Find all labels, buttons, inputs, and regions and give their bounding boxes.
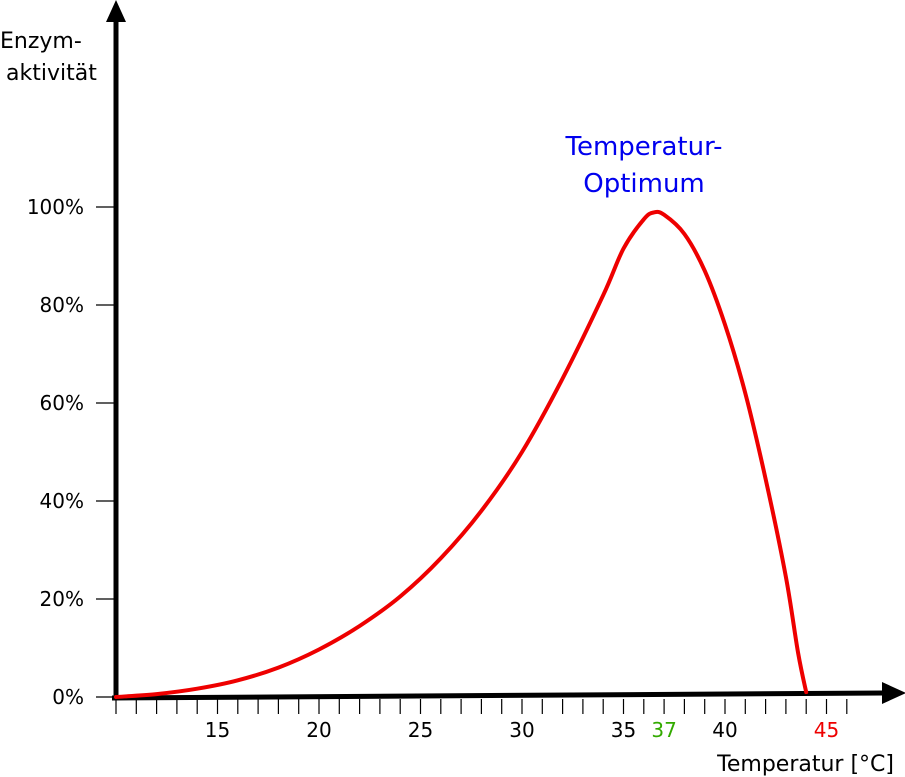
y-axis-title-line-1: Enzym- [0, 29, 82, 54]
annotation-line-1: Temperatur- [565, 132, 723, 162]
x-axis-line [111, 690, 885, 701]
x-tick-label: 35 [611, 718, 636, 742]
y-axis-title-line-2: aktivität [6, 61, 97, 86]
x-axis-title: Temperatur [°C] [716, 752, 894, 777]
x-tick-label: 20 [306, 718, 331, 742]
y-axis-arrow [106, 0, 126, 22]
y-tick-label: 40% [40, 489, 84, 513]
x-tick-label: 25 [408, 718, 433, 742]
y-tick-label: 80% [40, 293, 84, 317]
x-tick-label: 15 [205, 718, 230, 742]
x-tick-label: 45 [814, 718, 839, 742]
annotation-line-2: Optimum [583, 169, 705, 199]
series-line-enzyme-activity [114, 209, 809, 699]
x-ticks: 15 20 25 30 35 37 40 45 [205, 718, 839, 742]
y-ticks: 0% 20% 40% 60% 80% 100% [27, 195, 116, 709]
y-tick-label: 20% [40, 587, 84, 611]
x-tick-label: 40 [712, 718, 737, 742]
x-tick-label: 30 [509, 718, 534, 742]
y-tick-label: 100% [27, 195, 84, 219]
y-tick-label: 0% [52, 685, 84, 709]
x-minor-ticks [115, 699, 848, 714]
x-axis-arrow [882, 682, 905, 704]
y-tick-label: 60% [40, 391, 84, 415]
x-tick-label: 37 [651, 718, 676, 742]
